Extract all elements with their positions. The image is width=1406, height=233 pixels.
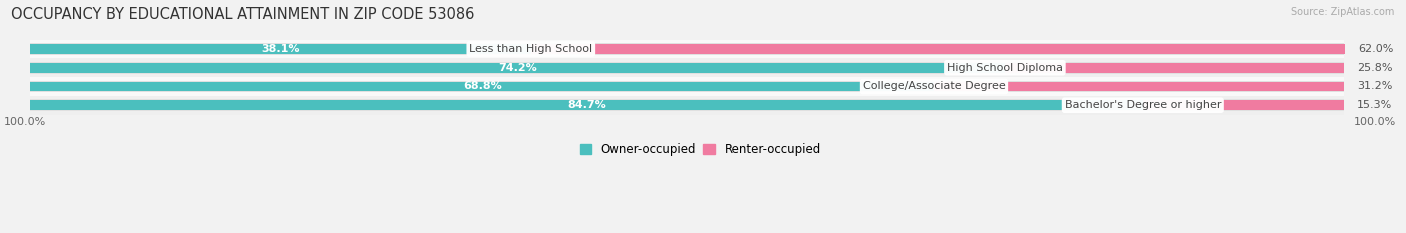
Bar — [31, 81, 1344, 92]
Text: OCCUPANCY BY EDUCATIONAL ATTAINMENT IN ZIP CODE 53086: OCCUPANCY BY EDUCATIONAL ATTAINMENT IN Z… — [11, 7, 475, 22]
Bar — [31, 99, 1344, 111]
Bar — [31, 77, 1344, 96]
Text: 15.3%: 15.3% — [1357, 100, 1392, 110]
Text: 38.1%: 38.1% — [262, 44, 299, 54]
Bar — [31, 63, 1005, 73]
Legend: Owner-occupied, Renter-occupied: Owner-occupied, Renter-occupied — [579, 143, 821, 156]
Text: Bachelor's Degree or higher: Bachelor's Degree or higher — [1064, 100, 1220, 110]
Bar — [31, 100, 1143, 110]
Bar — [31, 58, 1344, 77]
Text: 62.0%: 62.0% — [1358, 44, 1393, 54]
Bar — [31, 44, 531, 54]
Bar — [531, 44, 1346, 54]
Text: High School Diploma: High School Diploma — [946, 63, 1063, 73]
Text: Less than High School: Less than High School — [470, 44, 592, 54]
Bar — [1005, 63, 1344, 73]
Bar — [31, 43, 1344, 55]
Bar — [31, 40, 1344, 58]
Text: 31.2%: 31.2% — [1357, 82, 1392, 92]
Text: 100.0%: 100.0% — [4, 117, 46, 127]
Text: Source: ZipAtlas.com: Source: ZipAtlas.com — [1291, 7, 1395, 17]
Bar — [31, 62, 1344, 74]
Text: 100.0%: 100.0% — [1354, 117, 1396, 127]
Text: College/Associate Degree: College/Associate Degree — [863, 82, 1005, 92]
Bar — [31, 96, 1344, 115]
Text: 68.8%: 68.8% — [463, 82, 502, 92]
Text: 25.8%: 25.8% — [1357, 63, 1392, 73]
Text: 84.7%: 84.7% — [567, 100, 606, 110]
Bar — [934, 82, 1344, 91]
Bar — [31, 82, 934, 91]
Text: 74.2%: 74.2% — [498, 63, 537, 73]
Bar — [1143, 100, 1344, 110]
